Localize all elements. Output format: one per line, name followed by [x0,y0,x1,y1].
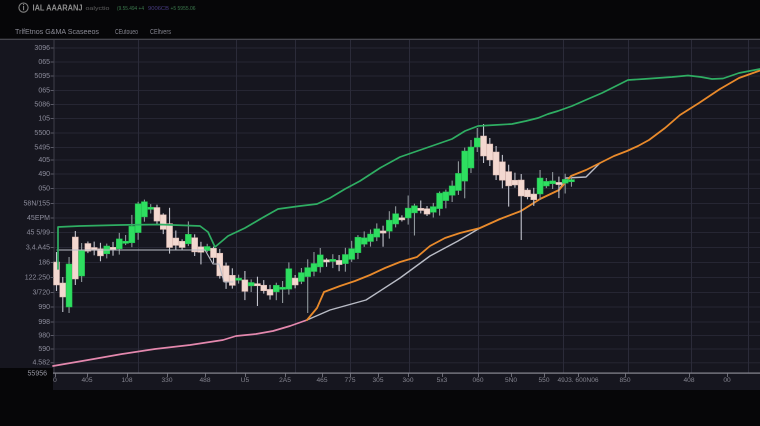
svg-text:5N0: 5N0 [505,377,517,384]
svg-text:108: 108 [121,377,132,384]
svg-text:490: 490 [38,171,50,178]
svg-text:405: 405 [81,377,92,384]
svg-text:4.582: 4.582 [32,360,50,367]
svg-text:465: 465 [316,377,327,384]
svg-text:0: 0 [53,377,57,384]
svg-text:186: 186 [38,259,50,266]
svg-text:CEutoueo: CEutoueo [115,29,138,36]
svg-text:850: 850 [619,377,630,384]
svg-text:00: 00 [723,377,731,384]
svg-text:5500: 5500 [34,130,50,137]
svg-text:5095: 5095 [34,73,50,80]
svg-text:050: 050 [38,185,50,192]
svg-text:998: 998 [38,319,50,326]
svg-text:408: 408 [683,377,694,384]
svg-text:060: 060 [472,377,483,384]
svg-text:550: 550 [538,377,549,384]
svg-text:488: 488 [199,377,210,384]
svg-text:U5: U5 [241,377,250,384]
svg-text:305: 305 [372,377,383,384]
svg-text:065: 065 [38,87,50,94]
svg-text:oalyctio: oalyctio [86,6,110,12]
svg-text:5086: 5086 [34,101,50,108]
svg-text:590: 590 [38,346,50,353]
svg-text:065: 065 [38,59,50,66]
svg-text:55956: 55956 [28,371,48,378]
svg-text:49J3. 600N06: 49J3. 600N06 [557,377,598,384]
svg-text:3,4.A45: 3,4.A45 [26,244,50,251]
svg-text:990: 990 [38,304,50,311]
svg-text:9006CB: 9006CB [148,6,169,12]
svg-text:105: 105 [38,115,50,122]
svg-text:405: 405 [38,157,50,164]
svg-text:775: 775 [344,377,355,384]
svg-text:122.250: 122.250 [25,274,50,281]
svg-text:3/720: 3/720 [32,289,50,296]
svg-text:3096: 3096 [34,45,50,52]
svg-text:58N/155: 58N/155 [24,200,51,207]
svg-text:CEltvers: CEltvers [150,29,171,36]
svg-text:5x3: 5x3 [437,377,448,384]
svg-text:+5 5955.06: +5 5955.06 [171,6,196,12]
svg-text:5495: 5495 [34,144,50,151]
svg-text:TrlfEtnos G&MA Scaseeos: TrlfEtnos G&MA Scaseeos [15,27,99,36]
svg-text:45 5/99: 45 5/99 [27,229,50,236]
svg-text:45EPM: 45EPM [27,215,50,222]
svg-text:3o0: 3o0 [402,377,413,384]
svg-text:(9.55.494 +4: (9.55.494 +4 [117,6,144,12]
svg-text:330: 330 [161,377,172,384]
svg-text:IAL AAARANJ: IAL AAARANJ [33,3,83,13]
svg-text:980: 980 [38,332,50,339]
svg-text:2A5: 2A5 [279,377,291,384]
